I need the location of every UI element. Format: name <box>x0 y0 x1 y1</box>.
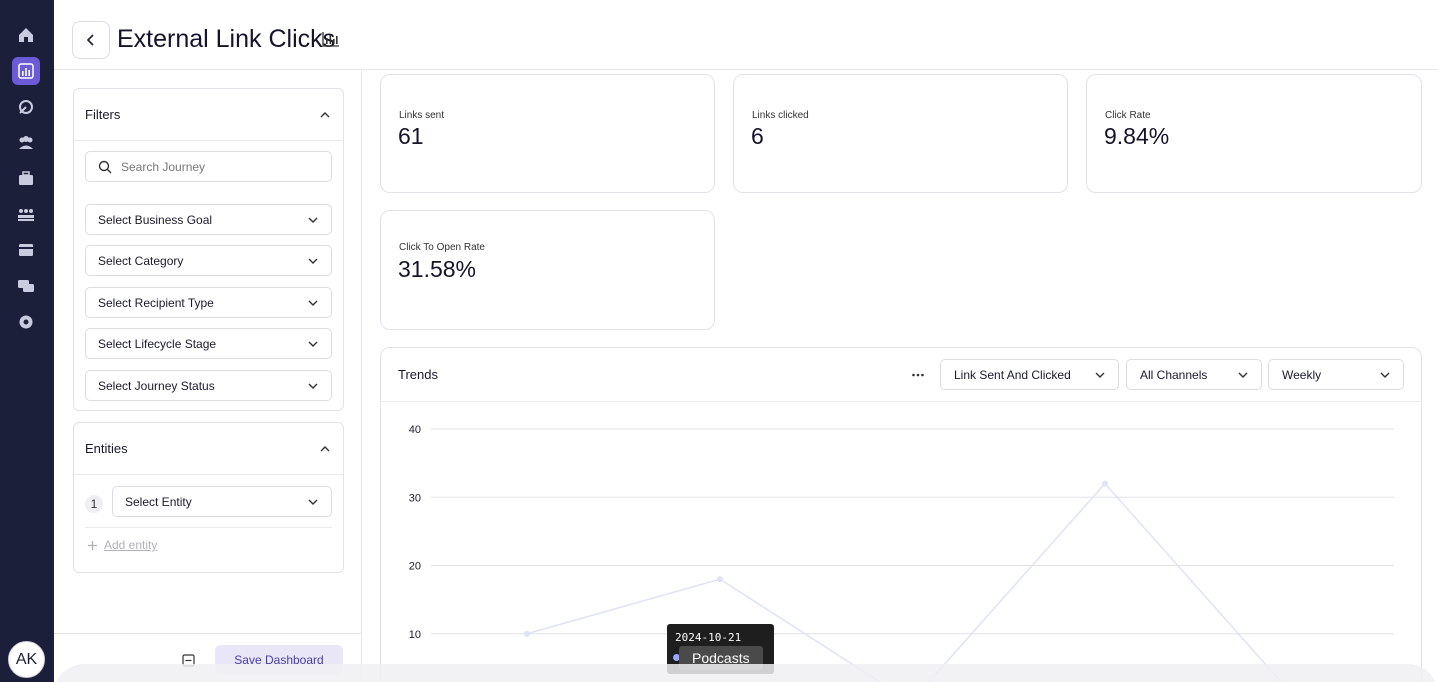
chevron-up-icon[interactable] <box>319 109 331 121</box>
lifecycle-stage-select[interactable]: Select Lifecycle Stage <box>85 328 332 359</box>
select-label: Weekly <box>1282 367 1322 382</box>
more-options-icon[interactable] <box>911 368 925 382</box>
chevron-down-icon <box>1094 369 1106 381</box>
data-point[interactable] <box>1102 480 1108 487</box>
kpi-label: Links clicked <box>752 110 809 121</box>
kpi-label: Click To Open Rate <box>399 242 485 253</box>
team-icon[interactable] <box>12 201 40 229</box>
plus-icon <box>88 540 97 550</box>
chevron-down-icon <box>307 380 319 392</box>
chevron-down-icon <box>307 255 319 267</box>
chevron-down-icon <box>1379 369 1391 381</box>
select-label: Select Recipient Type <box>98 295 214 310</box>
trends-card: Trends Link Sent And Clicked All Channel… <box>380 347 1422 682</box>
recipient-type-select[interactable]: Select Recipient Type <box>85 287 332 318</box>
chevron-down-icon <box>307 297 319 309</box>
briefcase-icon[interactable] <box>12 164 40 192</box>
filters-title: Filters <box>85 107 121 122</box>
search-icon <box>98 160 112 173</box>
y-tick-label: 40 <box>409 424 421 436</box>
analytics-icon[interactable] <box>12 57 40 85</box>
add-entity-button[interactable]: Add entity <box>87 538 157 552</box>
user-avatar[interactable]: AK <box>8 641 45 678</box>
entities-header[interactable]: Entities <box>74 423 343 475</box>
kpi-card-links-sent: Links sent 61 <box>380 74 715 193</box>
settings-icon[interactable] <box>12 308 40 336</box>
select-label: Link Sent And Clicked <box>954 367 1071 382</box>
data-point[interactable] <box>717 576 723 583</box>
back-button[interactable] <box>72 21 110 59</box>
data-point[interactable] <box>524 630 530 637</box>
add-entity-label: Add entity <box>104 538 158 552</box>
tooltip-date: 2024-10-21 <box>675 631 742 644</box>
home-icon[interactable] <box>12 21 40 49</box>
metric-select[interactable]: Link Sent And Clicked <box>940 359 1119 390</box>
messages-icon[interactable] <box>12 272 40 300</box>
category-select[interactable]: Select Category <box>85 245 332 276</box>
trends-header: Trends Link Sent And Clicked All Channel… <box>381 348 1421 402</box>
trends-line-chart[interactable]: 10 20 30 40 <box>381 403 1422 682</box>
card-icon[interactable] <box>12 236 40 264</box>
entities-title: Entities <box>85 441 128 456</box>
main-content: Links sent 61 Links clicked 6 Click Rate… <box>362 70 1438 682</box>
kpi-value: 61 <box>398 123 424 149</box>
series-color-dot <box>673 654 680 661</box>
entities-panel: Entities 1 Select Entity Add entity <box>73 422 344 573</box>
period-select[interactable]: Weekly <box>1268 359 1404 390</box>
kpi-value: 9.84% <box>1104 123 1170 149</box>
y-tick-label: 30 <box>409 492 421 504</box>
kpi-value: 6 <box>751 123 764 149</box>
y-tick-label: 10 <box>409 629 421 641</box>
series-line <box>526 482 1283 682</box>
chevron-up-icon[interactable] <box>319 443 331 455</box>
kpi-label: Click Rate <box>1105 110 1151 121</box>
journey-status-select[interactable]: Select Journey Status <box>85 370 332 401</box>
kpi-label: Links sent <box>399 110 445 121</box>
search-journey-input[interactable] <box>121 159 311 174</box>
chevron-left-icon <box>86 34 94 46</box>
y-tick-label: 20 <box>409 561 421 573</box>
select-label: Select Lifecycle Stage <box>98 336 217 351</box>
kpi-card-links-clicked: Links clicked 6 <box>733 74 1068 193</box>
chevron-down-icon <box>1237 369 1249 381</box>
select-label: Select Entity <box>125 494 192 509</box>
trends-title: Trends <box>398 367 438 382</box>
divider <box>85 527 332 528</box>
nav-rail: AK <box>0 0 54 682</box>
select-label: Select Category <box>98 253 184 268</box>
bottom-overlay <box>54 664 1438 682</box>
filters-header[interactable]: Filters <box>74 89 343 141</box>
channel-select[interactable]: All Channels <box>1126 359 1262 390</box>
select-label: All Channels <box>1140 367 1208 382</box>
select-label: Select Business Goal <box>98 212 213 227</box>
filters-sidebar: Filters Select Business Goal Select Cate… <box>54 70 362 682</box>
audience-icon[interactable] <box>12 129 40 157</box>
business-goal-select[interactable]: Select Business Goal <box>85 204 332 235</box>
kpi-card-click-rate: Click Rate 9.84% <box>1086 74 1422 193</box>
entity-number-badge: 1 <box>85 495 103 513</box>
kpi-card-click-to-open-rate: Click To Open Rate 31.58% <box>380 210 715 330</box>
chevron-down-icon <box>307 338 319 350</box>
select-label: Select Journey Status <box>98 378 215 393</box>
bar-chart-icon[interactable] <box>322 31 340 47</box>
page-header: External Link Clicks <box>54 0 1438 70</box>
search-journey-field[interactable] <box>85 151 332 182</box>
page-title: External Link Clicks <box>117 25 336 53</box>
kpi-value: 31.58% <box>398 256 477 282</box>
chevron-down-icon <box>307 496 319 508</box>
filters-panel: Filters Select Business Goal Select Cate… <box>73 88 344 411</box>
journey-icon[interactable] <box>12 93 40 121</box>
entity-select[interactable]: Select Entity <box>112 486 332 517</box>
chevron-down-icon <box>307 214 319 226</box>
